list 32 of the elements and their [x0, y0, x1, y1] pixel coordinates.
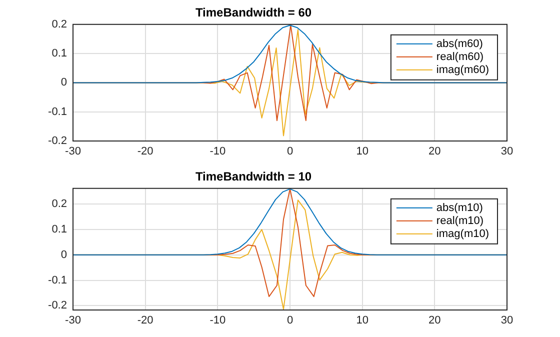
- chart-title: TimeBandwidth = 60: [195, 6, 312, 20]
- chart-title: TimeBandwidth = 10: [195, 170, 312, 184]
- x-tick-label: -30: [65, 314, 81, 327]
- x-tick-label: 10: [356, 146, 368, 158]
- legend-label: imag(m10): [436, 228, 490, 240]
- x-tick-label: 30: [500, 146, 514, 158]
- y-tick-label: -0.1: [48, 274, 67, 286]
- legend-label: real(m60): [436, 50, 484, 63]
- y-tick-label: 0: [60, 248, 67, 261]
- x-tick-label: 20: [428, 314, 441, 327]
- x-tick-label: 0: [286, 314, 294, 327]
- y-tick-label: -0.2: [48, 300, 67, 312]
- y-tick-label: -0.2: [48, 135, 67, 148]
- y-tick-label: -0.1: [48, 106, 67, 118]
- x-tick-label: 0: [286, 146, 294, 158]
- x-tick-label: -10: [210, 146, 226, 158]
- legend-label: abs(m60): [436, 38, 483, 50]
- legend-label: imag(m60): [436, 64, 490, 76]
- x-tick-label: -10: [210, 314, 226, 327]
- x-tick-label: -20: [137, 146, 154, 158]
- y-tick-label: 0.2: [52, 18, 67, 30]
- legend-label: real(m10): [436, 214, 484, 227]
- x-tick-label: -30: [65, 146, 81, 158]
- x-tick-label: 20: [428, 146, 441, 158]
- legend-label: abs(m10): [436, 202, 483, 214]
- x-tick-label: 30: [500, 314, 514, 327]
- y-tick-label: 0.1: [52, 224, 67, 236]
- x-tick-label: -20: [137, 314, 154, 327]
- y-tick-label: 0: [60, 76, 67, 89]
- y-tick-label: 0.2: [52, 198, 67, 210]
- x-tick-label: 10: [356, 314, 368, 327]
- y-tick-label: 0.1: [52, 48, 67, 60]
